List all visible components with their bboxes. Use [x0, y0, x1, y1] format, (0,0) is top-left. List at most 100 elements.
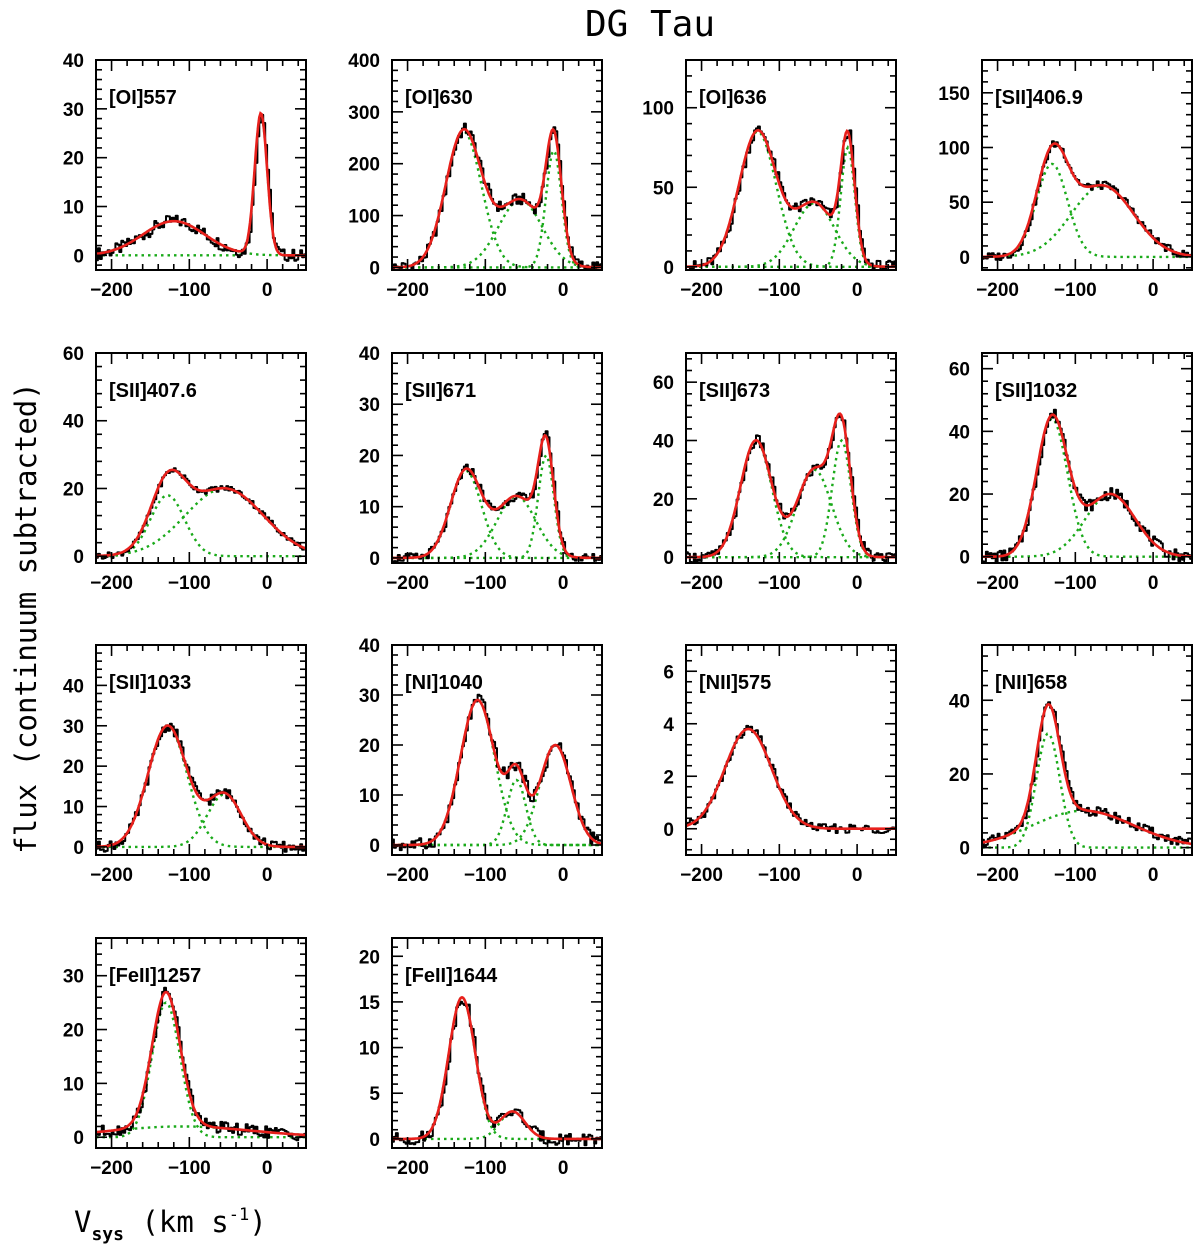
- y-tick-label: 40: [949, 422, 970, 443]
- panel-frame: [95, 352, 307, 564]
- total-fit-curve: [392, 433, 602, 560]
- x-tick-label: −200: [680, 280, 723, 301]
- component-1-curve: [392, 778, 602, 847]
- panel-frame: [95, 59, 307, 271]
- y-tick-label: 0: [959, 548, 970, 569]
- panel-line-label: [NII]658: [995, 672, 1067, 694]
- y-tick-label: 40: [359, 636, 380, 657]
- y-tick-label: 40: [63, 51, 84, 72]
- x-tick-label: 0: [558, 865, 569, 886]
- panel-plot-area: [686, 125, 896, 270]
- y-tick-label: 20: [63, 149, 84, 170]
- y-tick-label: 30: [63, 717, 84, 738]
- total-fit-curve: [96, 990, 306, 1137]
- y-tick-label: 20: [949, 765, 970, 786]
- total-fit-curve: [686, 128, 896, 269]
- y-tick-label: 50: [949, 193, 970, 214]
- panel-frame: [391, 644, 603, 856]
- panel-plot-area: [96, 110, 306, 262]
- y-tick-label: 20: [359, 446, 380, 467]
- y-tick-label: 10: [359, 786, 380, 807]
- y-tick-label: 60: [63, 344, 84, 365]
- panel-4: −200 −100 0 0 20 40 60 [SII]407.6: [63, 344, 307, 594]
- x-tick-label: −100: [758, 280, 801, 301]
- component-0-curve: [686, 130, 896, 268]
- panel-line-label: [SII]673: [699, 380, 770, 402]
- component-0-curve: [982, 417, 1192, 558]
- y-tick-label: 0: [959, 248, 970, 269]
- x-axis-label-units: (km s: [124, 1205, 229, 1239]
- panel-frame: [391, 937, 603, 1149]
- y-tick-label: 10: [63, 198, 84, 219]
- x-tick-label: −100: [168, 280, 211, 301]
- y-tick-label: 50: [653, 178, 674, 199]
- total-fit-curve: [392, 127, 602, 269]
- y-tick-label: 6: [663, 662, 674, 683]
- y-tick-label: 30: [359, 686, 380, 707]
- total-fit-curve: [982, 702, 1192, 846]
- y-axis-label: flux (continuum subtracted): [9, 382, 43, 853]
- x-tick-label: −200: [386, 280, 429, 301]
- panel-plot-area: [96, 722, 306, 853]
- y-tick-label: 150: [938, 84, 970, 105]
- panel-line-label: [OI]630: [405, 87, 473, 109]
- x-axis-label-close: ): [249, 1205, 266, 1239]
- panel-12: −200 −100 0 0 10 20 30 [FeII]1257: [63, 937, 307, 1179]
- panel-8: −200 −100 0 0 10 20 30 40 [SII]1033: [63, 644, 307, 886]
- panel-10: −200 −100 0 0 2 4 6 [NII]575: [663, 644, 897, 886]
- component-1-curve: [982, 184, 1192, 258]
- x-tick-label: 0: [1148, 280, 1159, 301]
- y-tick-label: 10: [63, 1074, 84, 1095]
- panel-plot-area: [686, 412, 896, 563]
- panel-plot-area: [982, 140, 1192, 261]
- observed-spectrum-line: [392, 1000, 602, 1147]
- observed-spectrum-line: [982, 701, 1192, 849]
- component-2-curve: [686, 144, 896, 268]
- x-tick-label: −100: [168, 1158, 211, 1179]
- panel-plot-area: [96, 467, 306, 560]
- x-tick-label: 0: [558, 1158, 569, 1179]
- x-tick-label: −100: [168, 573, 211, 594]
- component-2-curve: [686, 438, 896, 559]
- x-tick-label: −100: [1054, 280, 1097, 301]
- y-tick-label: 20: [63, 479, 84, 500]
- y-tick-label: 200: [348, 155, 380, 176]
- x-tick-label: −100: [464, 280, 507, 301]
- x-tick-label: −200: [90, 865, 133, 886]
- y-tick-label: 0: [663, 820, 674, 841]
- panel-7: −200 −100 0 0 20 40 60 [SII]1032: [949, 352, 1193, 594]
- total-fit-curve: [392, 995, 602, 1141]
- panel-frame: [685, 352, 897, 564]
- y-tick-label: 0: [369, 258, 380, 279]
- y-tick-label: 2: [663, 767, 674, 788]
- x-tick-label: 0: [262, 280, 273, 301]
- observed-spectrum-line: [982, 140, 1192, 261]
- x-tick-label: 0: [262, 573, 273, 594]
- y-tick-label: 0: [369, 836, 380, 857]
- x-tick-label: −100: [758, 865, 801, 886]
- x-tick-label: −100: [464, 865, 507, 886]
- panel-plot-area: [392, 693, 602, 852]
- total-fit-curve: [982, 413, 1192, 558]
- component-1-curve: [982, 492, 1192, 558]
- panel-frame: [685, 644, 897, 856]
- y-tick-label: 20: [359, 736, 380, 757]
- component-1-curve: [96, 793, 306, 849]
- x-tick-label: 0: [852, 573, 863, 594]
- x-tick-label: −100: [1054, 865, 1097, 886]
- panel-line-label: [SII]1033: [109, 672, 191, 694]
- x-axis-label: Vsys (km s-1): [74, 1205, 267, 1245]
- observed-spectrum-line: [686, 414, 896, 563]
- component-1-curve: [392, 495, 602, 560]
- x-tick-label: 0: [852, 865, 863, 886]
- x-tick-label: −200: [90, 280, 133, 301]
- panel-line-label: [FeII]1644: [405, 965, 498, 987]
- x-tick-label: −200: [90, 573, 133, 594]
- panel-line-label: [OI]557: [109, 87, 177, 109]
- x-tick-label: −200: [386, 865, 429, 886]
- total-fit-curve: [96, 724, 306, 849]
- y-tick-label: 0: [663, 548, 674, 569]
- component-1-curve: [96, 110, 306, 257]
- panel-plot-area: [96, 986, 306, 1142]
